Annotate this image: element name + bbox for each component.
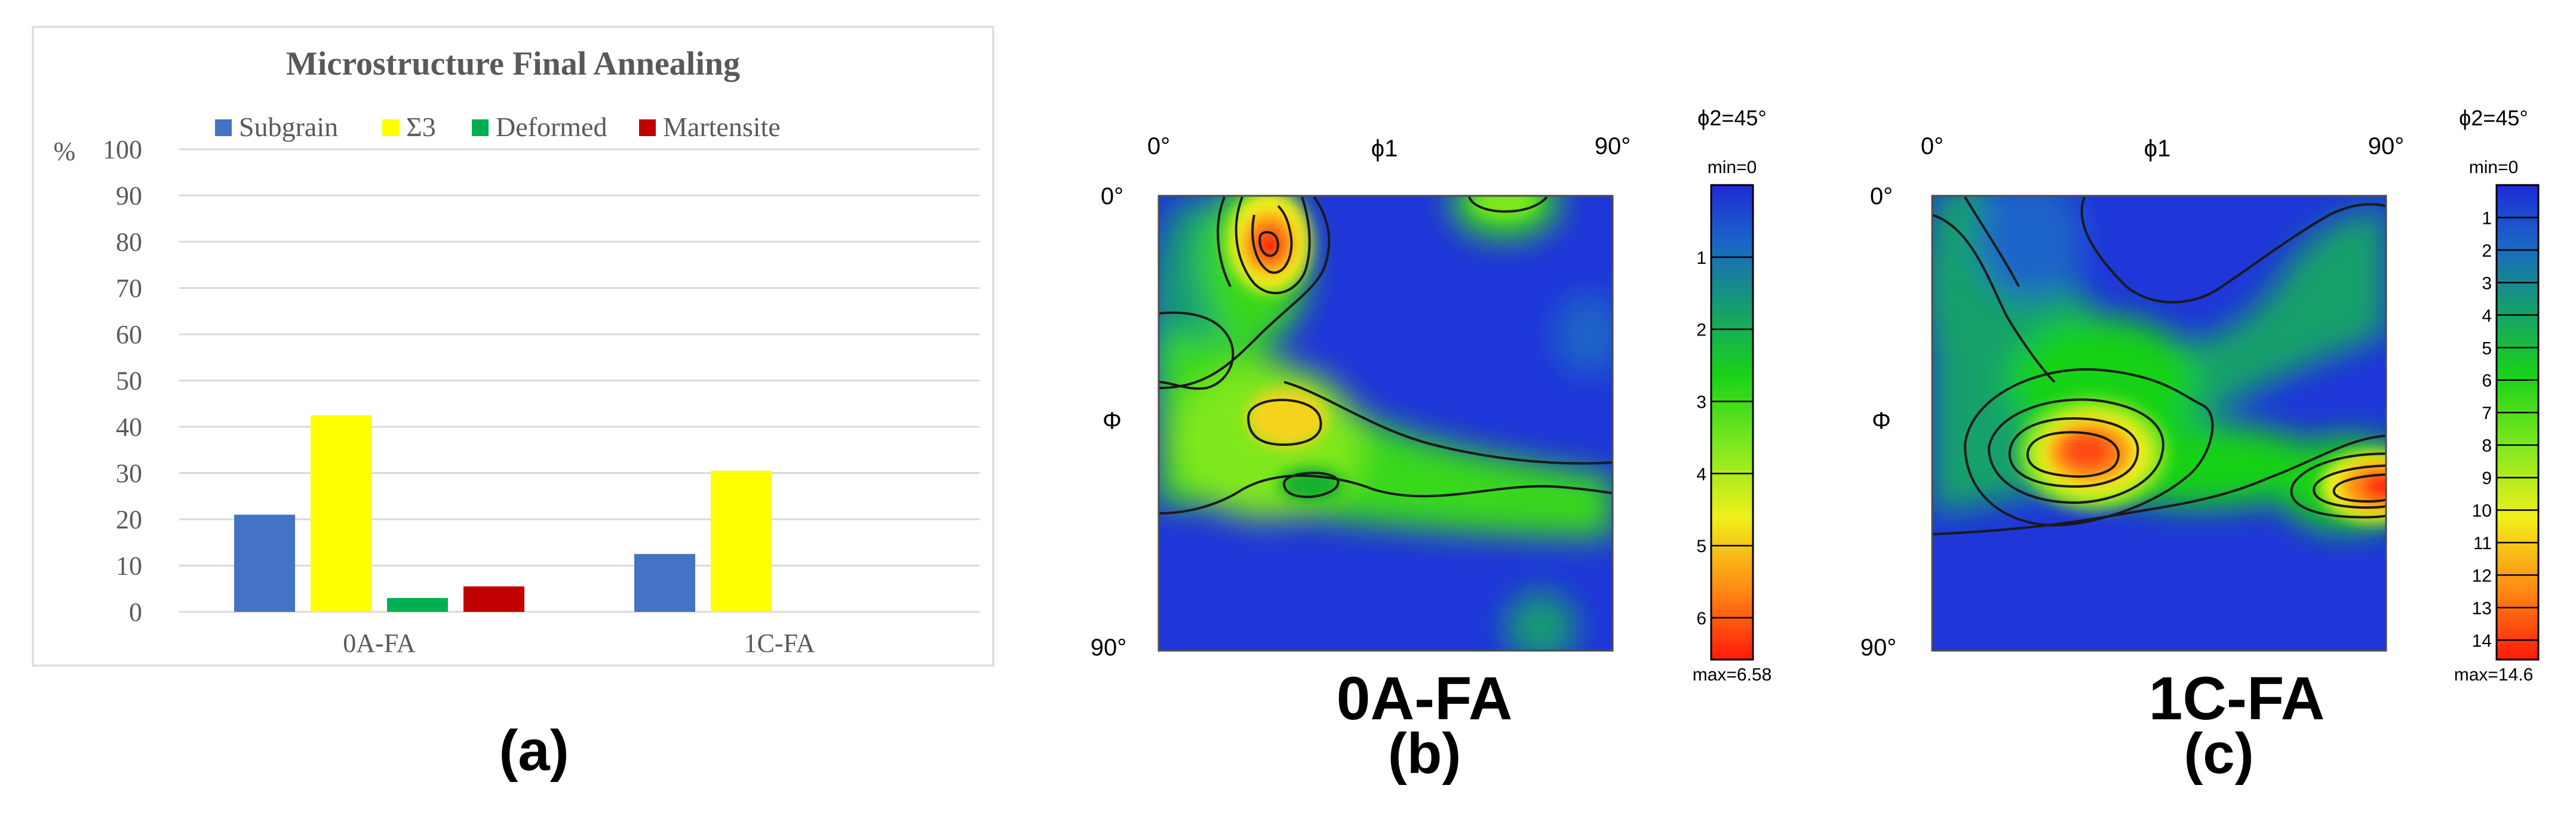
colorbar-tick-label: 11 (2473, 534, 2492, 553)
Phi-start-label: 0° (1101, 183, 1123, 210)
legend-swatch-Subgrain (215, 119, 232, 136)
caption-b: (b) (1388, 722, 1462, 786)
colorbar-tick-label: 6 (2482, 371, 2492, 391)
colorbar-min-label-c: min=0 (2469, 158, 2519, 177)
colorbar-tick-label: 2 (2482, 241, 2492, 261)
phi1-axis-label: ϕ1 (1371, 136, 1398, 162)
colorbar-tick-label: 4 (1696, 464, 1706, 484)
phi1-end-label: 90° (2368, 133, 2405, 159)
bar-0A-FA-Subgrain (234, 515, 295, 612)
x-tick-labels: 0A-FA 1C-FA (343, 629, 815, 658)
colorbar-c (2495, 184, 2540, 661)
phi1-axis-label: ϕ1 (2144, 136, 2171, 162)
caption-a: (a) (499, 719, 569, 783)
y-tick-label: 70 (116, 274, 142, 303)
bar-0A-FA-Martensite (463, 586, 524, 612)
bar-1C-FA-Subgrain (634, 554, 695, 612)
colorbar-tick-label: 4 (2482, 306, 2492, 326)
section-label-b: ϕ2=45° (1697, 106, 1767, 130)
colorbar-tick-label: 2 (1696, 321, 1706, 340)
colorbar-tick-label: 5 (1696, 537, 1706, 556)
phi1-end-label: 90° (1595, 133, 1631, 159)
legend-label: Subgrain (239, 112, 338, 142)
Phi-axis-label: Φ (1103, 408, 1122, 434)
odf-panel-1C-FA: 0° ϕ1 90° 0° Φ 90° (1860, 106, 2540, 786)
x-tick-label: 0A-FA (343, 629, 416, 658)
Phi-end-label: 90° (1860, 635, 1897, 661)
legend-swatch-Σ3 (382, 119, 399, 136)
colorbar-min-label-b: min=0 (1708, 158, 1757, 177)
phi1-start-label: 0° (1921, 133, 1943, 159)
colorbar-tick-label: 7 (2482, 404, 2492, 423)
y-tick-label: 40 (116, 412, 142, 442)
y-tick-label: 90 (116, 181, 142, 211)
y-tick-label: 50 (116, 367, 142, 396)
colorbar-tick-label: 14 (2472, 631, 2492, 651)
colorbar-tick-label: 10 (2472, 501, 2492, 521)
bar-0A-FA-Deformed (387, 598, 448, 612)
phi1-start-label: 0° (1147, 133, 1170, 159)
colorbar-tick-label: 12 (2472, 566, 2492, 586)
y-tick-labels: 0 10 20 30 40 50 60 70 80 90 100 (103, 135, 142, 627)
sample-label-b: 0A-FA (1337, 664, 1513, 732)
Phi-axis-label: Φ (1872, 408, 1891, 434)
y-tick-label: 0 (129, 598, 142, 627)
y-tick-label: 10 (116, 552, 142, 581)
legend-label: Martensite (663, 112, 781, 142)
section-label-c: ϕ2=45° (2459, 106, 2528, 130)
caption-c: (c) (2184, 722, 2253, 786)
legend-swatch-Deformed (472, 119, 489, 136)
colorbar-tick-label: 3 (1696, 392, 1706, 412)
legend-label: Deformed (496, 112, 607, 142)
colorbar-max-label-c: max=14.6 (2454, 665, 2534, 685)
Phi-end-label: 90° (1091, 635, 1127, 661)
chart-title: Microstructure Final Annealing (286, 45, 740, 82)
chart-frame (32, 26, 994, 667)
bar-0A-FA-Σ3 (311, 415, 371, 612)
y-tick-label: 100 (103, 135, 142, 164)
chart-legend: Subgrain Σ3 Deformed Martensite (215, 112, 781, 142)
colorbar-tick-label: 8 (2482, 436, 2492, 456)
colorbar-ticks-b: 1 2 3 4 5 6 (1696, 248, 1753, 629)
colorbar-tick-label: 5 (2482, 338, 2492, 358)
colorbar-tick-label: 13 (2472, 599, 2492, 618)
odf-map-0A-FA (1159, 196, 1613, 651)
x-tick-label: 1C-FA (744, 629, 815, 658)
colorbar-max-label-b: max=6.58 (1693, 665, 1772, 685)
y-unit-label: % (54, 137, 76, 166)
sample-label-c: 1C-FA (2149, 664, 2325, 732)
colorbar-b (1710, 184, 1754, 661)
y-tick-label: 20 (116, 505, 142, 534)
colorbar-tick-label: 1 (2482, 208, 2492, 228)
Phi-start-label: 0° (1870, 183, 1893, 210)
odf-map-1C-FA (1932, 196, 2386, 651)
legend-swatch-Martensite (639, 119, 656, 136)
y-tick-label: 80 (116, 227, 142, 257)
y-tick-label: 60 (116, 320, 142, 349)
y-tick-label: 30 (116, 459, 142, 488)
bars (234, 415, 772, 612)
legend-label: Σ3 (406, 112, 436, 142)
colorbar-tick-label: 6 (1696, 609, 1706, 629)
bar-1C-FA-Σ3 (711, 470, 772, 612)
colorbar-tick-label: 1 (1696, 248, 1706, 268)
odf-panel-0A-FA: 0° ϕ1 90° 0° Φ 90° (1091, 106, 1772, 786)
bar-chart-panel: Microstructure Final Annealing Subgrain Σ… (32, 26, 994, 667)
colorbar-tick-label: 3 (2482, 273, 2492, 293)
colorbar-tick-label: 9 (2482, 469, 2492, 488)
